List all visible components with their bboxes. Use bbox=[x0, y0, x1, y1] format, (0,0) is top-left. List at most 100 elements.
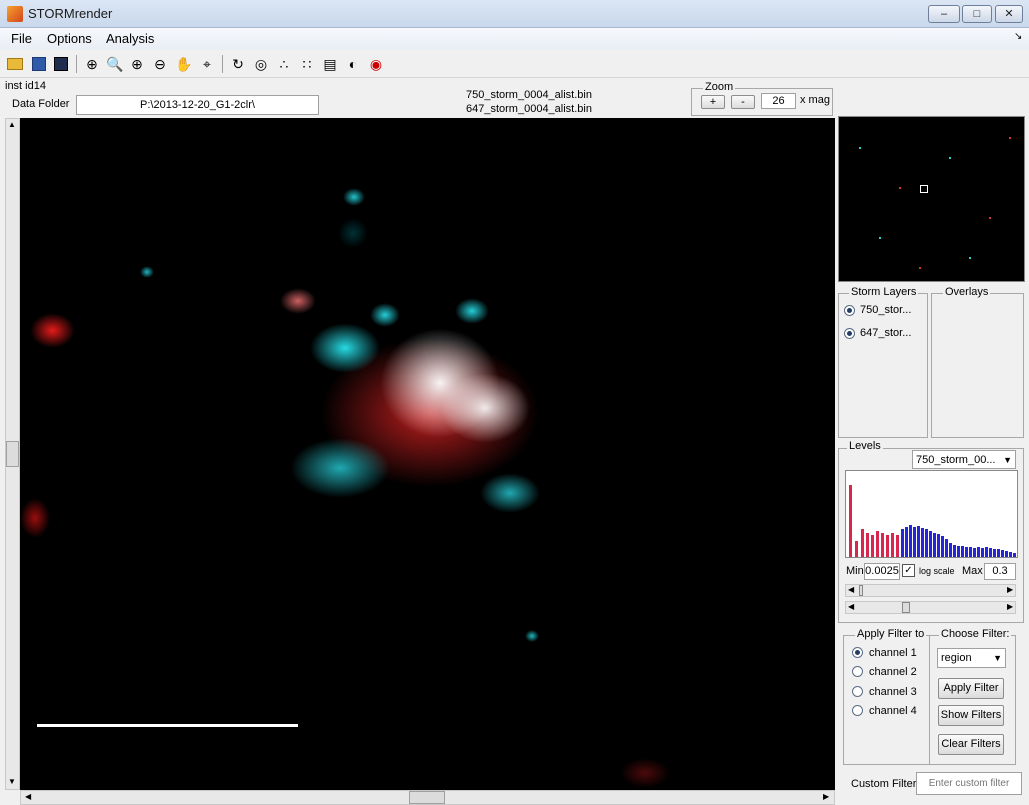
red-signal-spot bbox=[280, 288, 316, 314]
dock-arrow-icon[interactable]: ↘ bbox=[1014, 31, 1023, 42]
layer-radio-1[interactable] bbox=[844, 305, 855, 316]
apply-filter-title: Apply Filter to bbox=[855, 628, 927, 640]
levels-channel-select[interactable]: 750_storm_00... ▼ bbox=[912, 450, 1016, 469]
channel-3-radio[interactable] bbox=[852, 686, 863, 697]
storm-layers-title: Storm Layers bbox=[849, 286, 919, 298]
filter-type-value: region bbox=[941, 652, 972, 664]
rotate-icon[interactable]: ↻ bbox=[232, 55, 244, 72]
red-signal-spot bbox=[620, 758, 670, 788]
overview-dot bbox=[949, 157, 951, 159]
colormap-icon[interactable]: ▤ bbox=[323, 55, 337, 72]
scatter-icon[interactable]: ∴ bbox=[279, 55, 289, 72]
filter-type-select[interactable]: region ▼ bbox=[937, 648, 1006, 668]
zoom-minus-button[interactable]: - bbox=[731, 95, 755, 109]
log-scale-checkbox[interactable]: ✓ bbox=[902, 564, 915, 577]
zoom-panel-title: Zoom bbox=[703, 81, 736, 93]
cyan-signal-cluster bbox=[310, 323, 380, 373]
slider-left-icon[interactable]: ◀ bbox=[848, 602, 855, 611]
scroll-up-icon[interactable]: ▲ bbox=[8, 120, 16, 129]
max-level-slider[interactable]: ◀ ▶ bbox=[845, 601, 1016, 614]
red-signal-spot bbox=[20, 498, 50, 538]
maximize-button[interactable]: □ bbox=[962, 5, 992, 23]
channel-1-radio[interactable] bbox=[852, 647, 863, 658]
overlap-signal-cluster bbox=[440, 373, 530, 443]
close-button[interactable]: ✕ bbox=[995, 5, 1023, 23]
cyan-signal-spot bbox=[370, 303, 400, 327]
contrast-icon[interactable]: ◐ bbox=[348, 56, 358, 72]
slider-right-icon[interactable]: ▶ bbox=[1007, 602, 1014, 611]
open-icon[interactable] bbox=[4, 53, 26, 75]
save-icon[interactable] bbox=[28, 53, 50, 75]
cyan-signal-spot bbox=[140, 266, 154, 278]
toolbar-separator bbox=[222, 55, 223, 73]
scroll-left-icon[interactable]: ◀ bbox=[25, 792, 32, 801]
zoom-plus-button[interactable]: + bbox=[701, 95, 725, 109]
record-icon[interactable]: ◉ bbox=[369, 55, 383, 72]
min-slider-thumb[interactable] bbox=[859, 585, 863, 596]
overview-dot bbox=[879, 237, 881, 239]
apply-filter-button[interactable]: Apply Filter bbox=[938, 678, 1004, 699]
levels-channel-value: 750_storm_00... bbox=[916, 454, 996, 466]
max-slider-thumb[interactable] bbox=[902, 602, 910, 613]
max-label: Max bbox=[962, 565, 983, 577]
cyan-signal-cluster bbox=[480, 473, 540, 513]
channel-2-label: channel 2 bbox=[869, 666, 917, 678]
custom-filter-input[interactable] bbox=[916, 772, 1022, 795]
layer-label-2: 647_stor... bbox=[860, 327, 912, 339]
overlays-panel bbox=[931, 293, 1024, 438]
layer-radio-2[interactable] bbox=[844, 328, 855, 339]
scroll-down-icon[interactable]: ▼ bbox=[8, 777, 16, 786]
horizontal-scroll-thumb[interactable] bbox=[409, 791, 445, 804]
zoom-box-icon[interactable]: 🔍 bbox=[106, 55, 124, 72]
overview-dot bbox=[989, 217, 991, 219]
show-filters-button[interactable]: Show Filters bbox=[938, 705, 1004, 726]
cyan-signal-spot bbox=[343, 188, 365, 206]
horizontal-scrollbar[interactable]: ◀ ▶ bbox=[20, 790, 835, 805]
data-folder-label: Data Folder bbox=[12, 98, 70, 110]
scale-bar bbox=[37, 724, 298, 727]
minimize-button[interactable]: – bbox=[928, 5, 960, 23]
matlab-app-icon bbox=[7, 6, 23, 22]
custom-filter-label: Custom Filter bbox=[851, 778, 917, 790]
3d-icon[interactable]: ◎ bbox=[254, 55, 268, 72]
storm-image-canvas[interactable] bbox=[20, 118, 835, 790]
menu-file[interactable]: File bbox=[11, 31, 32, 46]
overview-dot bbox=[969, 257, 971, 259]
layer-label-1: 750_stor... bbox=[860, 304, 912, 316]
max-input[interactable]: 0.3 bbox=[984, 563, 1016, 580]
data-folder-input[interactable]: P:\2013-12-20_G1-2clr\ bbox=[76, 95, 319, 115]
slider-left-icon[interactable]: ◀ bbox=[848, 585, 855, 594]
zoom-in-icon[interactable]: ⊕ bbox=[131, 55, 143, 72]
channel-4-radio[interactable] bbox=[852, 705, 863, 716]
channel-2-radio[interactable] bbox=[852, 666, 863, 677]
data-cursor-icon[interactable]: ⌖ bbox=[203, 55, 211, 72]
crosshair-icon[interactable]: ⊕ bbox=[86, 55, 98, 72]
spot-icon[interactable]: ∷ bbox=[302, 55, 312, 72]
slider-right-icon[interactable]: ▶ bbox=[1007, 585, 1014, 594]
pan-hand-icon[interactable]: ✋ bbox=[175, 55, 193, 72]
overview-thumbnail[interactable] bbox=[838, 116, 1025, 282]
overview-view-box[interactable] bbox=[920, 185, 928, 193]
clear-filters-button[interactable]: Clear Filters bbox=[938, 734, 1004, 755]
file-name-1: 750_storm_0004_alist.bin bbox=[466, 89, 592, 101]
chevron-down-icon: ▼ bbox=[993, 653, 1002, 663]
apply-filter-panel bbox=[843, 635, 933, 765]
title-bar: STORMrender – □ ✕ bbox=[0, 0, 1029, 28]
zoom-out-icon[interactable]: ⊖ bbox=[154, 55, 166, 72]
zoom-value-input[interactable]: 26 bbox=[761, 93, 796, 109]
levels-histogram[interactable] bbox=[845, 470, 1018, 558]
channel-1-label: channel 1 bbox=[869, 647, 917, 659]
scroll-right-icon[interactable]: ▶ bbox=[823, 792, 830, 801]
red-signal-spot bbox=[30, 313, 75, 348]
chevron-down-icon: ▼ bbox=[1003, 455, 1012, 465]
channel-3-label: channel 3 bbox=[869, 686, 917, 698]
min-level-slider[interactable]: ◀ ▶ bbox=[845, 584, 1016, 597]
vertical-scroll-thumb[interactable] bbox=[6, 441, 19, 467]
save-as-icon[interactable] bbox=[50, 53, 72, 75]
vertical-scrollbar[interactable]: ▲ ▼ bbox=[5, 118, 20, 790]
choose-filter-title: Choose Filter: bbox=[939, 628, 1012, 640]
file-name-2: 647_storm_0004_alist.bin bbox=[466, 103, 592, 115]
min-input[interactable]: 0.0025 bbox=[864, 563, 900, 580]
menu-options[interactable]: Options bbox=[47, 31, 92, 46]
menu-analysis[interactable]: Analysis bbox=[106, 31, 155, 46]
